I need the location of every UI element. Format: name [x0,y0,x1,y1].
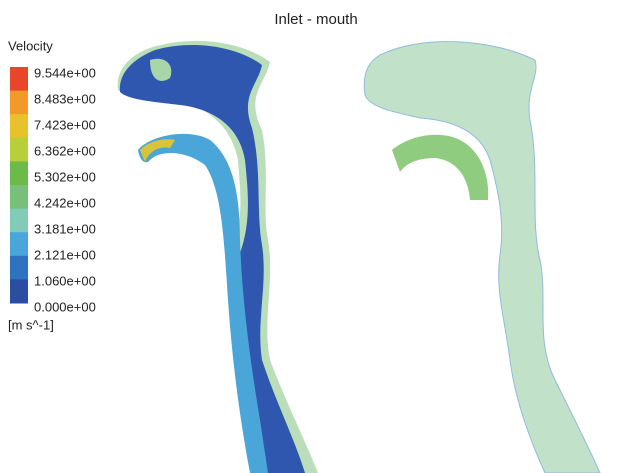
legend-label: 2.121e+00 [34,247,96,262]
legend-label: 3.181e+00 [34,221,96,236]
legend-swatch [10,185,28,209]
legend-label: 0.000e+00 [34,299,96,314]
legend-unit: [m s^-1] [8,317,54,332]
legend-swatch [10,67,28,91]
figure: Inlet - mouth Velocity 9.544e+00 8.483e+0… [0,0,624,473]
legend-swatch [10,161,28,185]
legend-label: 8.483e+00 [34,91,96,106]
mesh-geometry [364,42,600,473]
legend: 9.544e+00 8.483e+00 7.423e+00 6.362e+00 5.30… [10,65,96,314]
legend-swatch [10,209,28,233]
legend-label: 9.544e+00 [34,65,96,80]
legend-swatch [10,91,28,115]
legend-title: Velocity [8,38,53,53]
core-flow [120,45,305,473]
legend-label: 1.060e+00 [34,273,96,288]
legend-label: 7.423e+00 [34,117,96,132]
legend-swatch [10,138,28,162]
legend-swatch [10,114,28,138]
legend-label: 4.242e+00 [34,195,96,210]
legend-label: 5.302e+00 [34,169,96,184]
legend-swatch [10,279,28,303]
legend-swatch [10,256,28,280]
legend-swatch [10,232,28,256]
mesh-oral [392,135,488,200]
mesh-shell [364,42,600,473]
title: Inlet - mouth [274,11,357,28]
contour-geometry [118,41,318,473]
legend-label: 6.362e+00 [34,143,96,158]
